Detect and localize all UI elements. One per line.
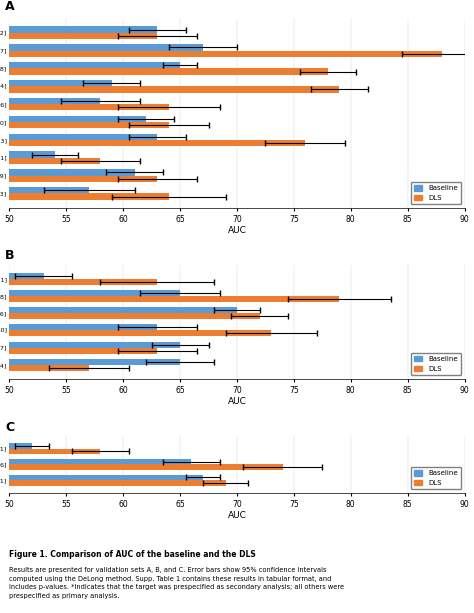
Text: Results are presented for validation sets A, B, and C. Error bars show 95% confi: Results are presented for validation set… (9, 567, 345, 599)
Bar (9, 296, 339, 302)
Bar (9, 134, 157, 140)
Bar (9, 313, 260, 319)
Bar (9, 175, 157, 182)
Bar (9, 365, 89, 371)
Bar (9, 459, 191, 465)
Bar (9, 44, 203, 50)
Bar (9, 348, 157, 354)
X-axis label: AUC: AUC (228, 397, 246, 406)
Legend: Baseline, DLS: Baseline, DLS (410, 181, 461, 204)
Bar (9, 480, 226, 485)
Bar (9, 104, 169, 110)
Bar (9, 187, 89, 194)
Bar (9, 169, 135, 175)
Text: C: C (5, 421, 14, 434)
Bar (9, 330, 271, 337)
Bar (9, 324, 157, 330)
Text: Figure 1. Comparison of AUC of the baseline and the DLS: Figure 1. Comparison of AUC of the basel… (9, 550, 256, 559)
Bar (9, 26, 157, 32)
Bar (9, 449, 100, 454)
Bar (9, 279, 157, 285)
Bar (9, 122, 169, 128)
Bar (9, 69, 328, 75)
Bar (9, 474, 203, 480)
Bar (9, 80, 112, 86)
Bar (9, 32, 157, 39)
Bar (9, 62, 180, 69)
Bar (9, 98, 100, 104)
Bar (9, 140, 305, 146)
Bar (9, 116, 146, 122)
Bar (9, 443, 32, 449)
Bar (9, 194, 169, 200)
Bar (9, 151, 55, 158)
Bar (9, 465, 283, 470)
X-axis label: AUC: AUC (228, 511, 246, 520)
Legend: Baseline, DLS: Baseline, DLS (410, 352, 461, 375)
Text: B: B (5, 249, 14, 262)
Bar (9, 290, 180, 296)
Text: A: A (5, 0, 15, 13)
Legend: Baseline, DLS: Baseline, DLS (410, 466, 461, 489)
Bar (9, 359, 180, 365)
X-axis label: AUC: AUC (228, 226, 246, 235)
Bar (9, 307, 237, 313)
Bar (9, 86, 339, 93)
Bar (9, 341, 180, 348)
Bar (9, 273, 44, 279)
Bar (9, 158, 100, 164)
Bar (9, 50, 442, 57)
